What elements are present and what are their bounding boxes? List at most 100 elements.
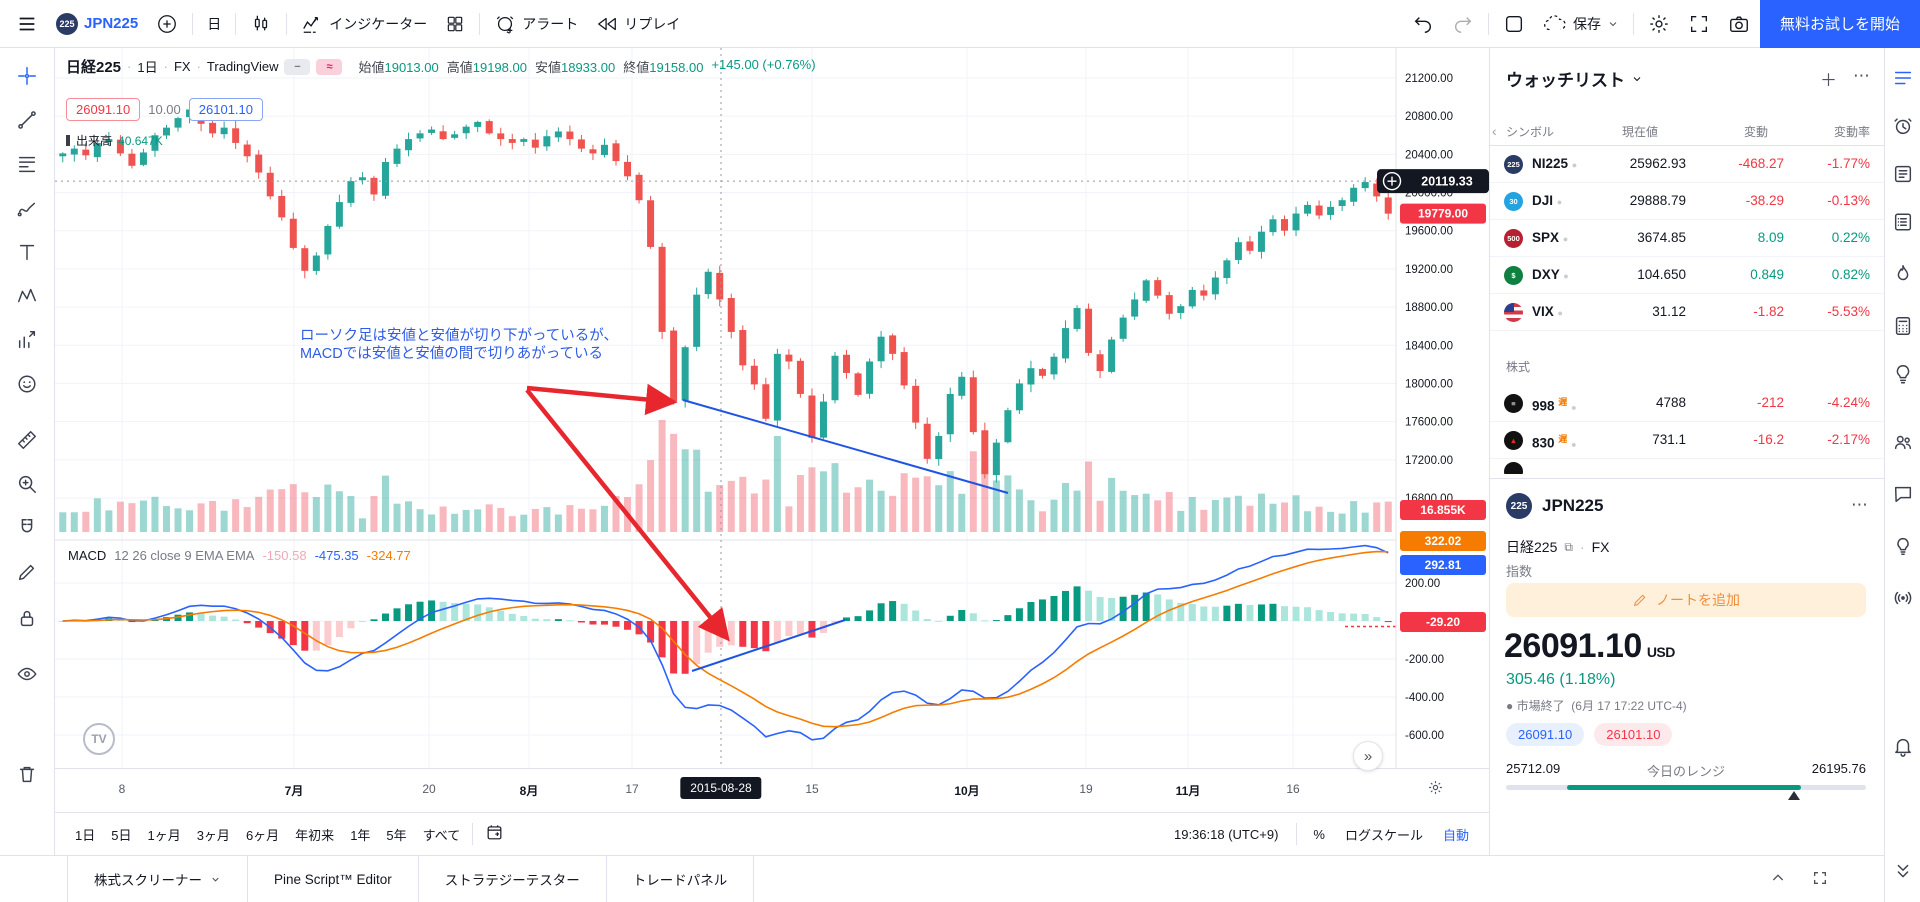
ruler-icon[interactable] bbox=[13, 426, 41, 454]
alerts-clock-icon[interactable] bbox=[1891, 114, 1915, 138]
layout-button[interactable] bbox=[1495, 7, 1533, 41]
layout-templates-button[interactable] bbox=[437, 8, 473, 40]
lock-icon[interactable] bbox=[13, 604, 41, 632]
range-preset-5年[interactable]: 5年 bbox=[386, 827, 407, 843]
range-preset-3ヶ月[interactable]: 3ヶ月 bbox=[196, 827, 230, 843]
range-preset-6ヶ月[interactable]: 6ヶ月 bbox=[245, 827, 280, 843]
fib-retracement-icon[interactable] bbox=[13, 150, 41, 178]
ask-pill[interactable]: 26101.10 bbox=[1594, 723, 1673, 746]
chevron-down-icon bbox=[1609, 21, 1617, 26]
ideas-bulb-icon[interactable] bbox=[1891, 362, 1915, 386]
emoji-icon[interactable] bbox=[13, 370, 41, 398]
watchlist-row-NI225[interactable]: 225 NI225 ● 25962.93 -468.27 -1.77% bbox=[1490, 146, 1884, 183]
free-trial-button[interactable]: 無料お試しを開始 bbox=[1759, 0, 1920, 48]
watchlist-row-830[interactable]: ▲ 830 遅 ● 731.1 -16.2 -2.17% bbox=[1490, 422, 1884, 459]
row-change-pct: -1.77% bbox=[1827, 156, 1870, 171]
row-price: 25962.93 bbox=[1629, 156, 1686, 171]
log-scale-button[interactable]: ログスケール bbox=[1344, 827, 1423, 843]
legend-provider: TradingView bbox=[206, 59, 279, 74]
row-change: -16.2 bbox=[1753, 432, 1784, 447]
draw-icon[interactable] bbox=[13, 558, 41, 586]
trend-line-icon[interactable] bbox=[13, 106, 41, 134]
watchlist-menu-button[interactable]: ⋯ bbox=[1853, 66, 1870, 85]
snapshot-button[interactable] bbox=[1720, 7, 1758, 41]
indicators-button[interactable]: インジケーター bbox=[293, 7, 435, 41]
zoom-in-icon[interactable] bbox=[13, 470, 41, 498]
collapse-all-panels-icon[interactable] bbox=[1891, 860, 1915, 884]
watchlist-row-DXY[interactable]: $ DXY ● 104.650 0.849 0.82% bbox=[1490, 257, 1884, 294]
axis-settings-button[interactable] bbox=[1427, 779, 1444, 799]
brush-icon[interactable] bbox=[13, 194, 41, 222]
watchlist-row-DJI[interactable]: 30 DJI ● 29888.79 -38.29 -0.13% bbox=[1490, 183, 1884, 220]
text-icon[interactable] bbox=[13, 238, 41, 266]
alert-button[interactable]: アラート bbox=[486, 7, 586, 41]
range-preset-すべて[interactable]: すべて bbox=[422, 827, 461, 843]
watchlist-row-SPX[interactable]: 500 SPX ● 3674.85 8.09 0.22% bbox=[1490, 220, 1884, 257]
compare-button[interactable] bbox=[148, 7, 186, 41]
fullscreen-button[interactable] bbox=[1680, 7, 1718, 41]
redo-button[interactable] bbox=[1444, 7, 1482, 41]
hotlists-icon[interactable] bbox=[1891, 262, 1915, 286]
bottom-tab-1[interactable]: Pine Script™ Editor bbox=[248, 856, 419, 902]
bottom-tab-2[interactable]: ストラテジーテスター bbox=[419, 856, 607, 902]
range-preset-1年[interactable]: 1年 bbox=[350, 827, 371, 843]
collapse-panel-icon[interactable]: ‹ bbox=[1492, 123, 1497, 139]
range-preset-1ヶ月[interactable]: 1ヶ月 bbox=[147, 827, 181, 843]
undo-button[interactable] bbox=[1404, 7, 1442, 41]
expand-panel-button[interactable] bbox=[1770, 870, 1786, 889]
chat-icon[interactable] bbox=[1891, 482, 1915, 506]
people-icon[interactable] bbox=[1891, 430, 1915, 454]
settings-button[interactable] bbox=[1640, 7, 1678, 41]
maximize-panel-button[interactable] bbox=[1812, 870, 1828, 889]
crosshair-icon[interactable] bbox=[13, 62, 41, 90]
task-list-icon[interactable] bbox=[1891, 210, 1915, 234]
detail-menu-button[interactable]: ⋯ bbox=[1851, 495, 1868, 514]
forecast-icon[interactable] bbox=[13, 326, 41, 354]
symbol-search-button[interactable]: 225 JPN225 bbox=[48, 7, 146, 41]
macd-legend[interactable]: MACD 12 26 close 9 EMA EMA -150.58 -475.3… bbox=[68, 548, 419, 563]
lightbulb-icon[interactable] bbox=[1891, 534, 1915, 558]
price-chart-canvas[interactable]: 21200.0020800.0020400.0020000.0019600.00… bbox=[55, 48, 1489, 768]
auto-scale-button[interactable]: 自動 bbox=[1442, 827, 1469, 843]
save-button[interactable]: 保存 bbox=[1535, 7, 1627, 41]
news-icon[interactable] bbox=[1891, 162, 1915, 186]
main-menu-button[interactable] bbox=[8, 7, 46, 41]
scroll-right-button[interactable]: » bbox=[1353, 741, 1383, 771]
volume-legend[interactable]: 出来高 40.647K bbox=[66, 132, 163, 149]
interval-button[interactable]: 日 bbox=[199, 8, 229, 40]
magnet-icon[interactable] bbox=[13, 514, 41, 542]
bottom-tab-0[interactable]: 株式スクリーナー bbox=[68, 856, 248, 902]
alert-price-low[interactable]: 26091.10 bbox=[66, 98, 141, 121]
range-preset-1日[interactable]: 1日 bbox=[75, 827, 96, 843]
broadcast-icon[interactable] bbox=[1891, 586, 1915, 610]
calculator-icon[interactable] bbox=[1891, 314, 1915, 338]
watchlist-row-998[interactable]: ≡ 998 遅 ● 4788 -212 -4.24% bbox=[1490, 385, 1884, 422]
watchlist-title[interactable]: ウォッチリスト bbox=[1506, 66, 1643, 91]
series-style-toggle[interactable]: ≈ bbox=[316, 58, 343, 75]
chart-legend[interactable]: 日経225 · 1日 · FX · TradingView − ≈ 始値1901… bbox=[66, 56, 816, 77]
trash-icon[interactable] bbox=[13, 760, 41, 788]
watchlist-row-VIX[interactable]: VIX ● 31.12 -1.82 -5.53% bbox=[1490, 294, 1884, 331]
add-symbol-button[interactable]: ＋ bbox=[1820, 71, 1837, 90]
bid-pill[interactable]: 26091.10 bbox=[1506, 723, 1585, 746]
external-link-icon[interactable]: ⧉ bbox=[1564, 539, 1573, 554]
alert-price-high[interactable]: 26101.10 bbox=[188, 98, 264, 121]
notifications-bell-icon[interactable] bbox=[1891, 734, 1915, 758]
range-preset-年初来[interactable]: 年初来 bbox=[295, 827, 335, 843]
replay-button[interactable]: リプレイ bbox=[588, 7, 688, 41]
time-axis[interactable]: 2015-08-28 8 7月 20 8月 17 15 10月 19 11月 16 bbox=[55, 768, 1489, 812]
watchlist-icon[interactable] bbox=[1891, 66, 1915, 90]
go-to-date-button[interactable] bbox=[477, 818, 512, 850]
row-symbol: DJI ● bbox=[1532, 193, 1563, 208]
hide-series-toggle[interactable]: − bbox=[284, 58, 311, 75]
eye-icon[interactable] bbox=[13, 660, 41, 688]
bottom-tab-3[interactable]: トレードパネル bbox=[607, 856, 755, 902]
add-note-button[interactable]: ノートを追加 bbox=[1506, 583, 1866, 617]
range-preset-5日[interactable]: 5日 bbox=[111, 827, 132, 843]
clock-display[interactable]: 19:36:18 (UTC+9) bbox=[1173, 826, 1279, 842]
percent-scale-button[interactable]: % bbox=[1313, 826, 1325, 842]
chart-annotation-text[interactable]: ローソク足は安値と安値が切り下がっているが、MACDでは安値と安値の間で切りあが… bbox=[300, 328, 618, 363]
chart-type-button[interactable] bbox=[242, 7, 280, 41]
xabcd-pattern-icon[interactable] bbox=[13, 282, 41, 310]
